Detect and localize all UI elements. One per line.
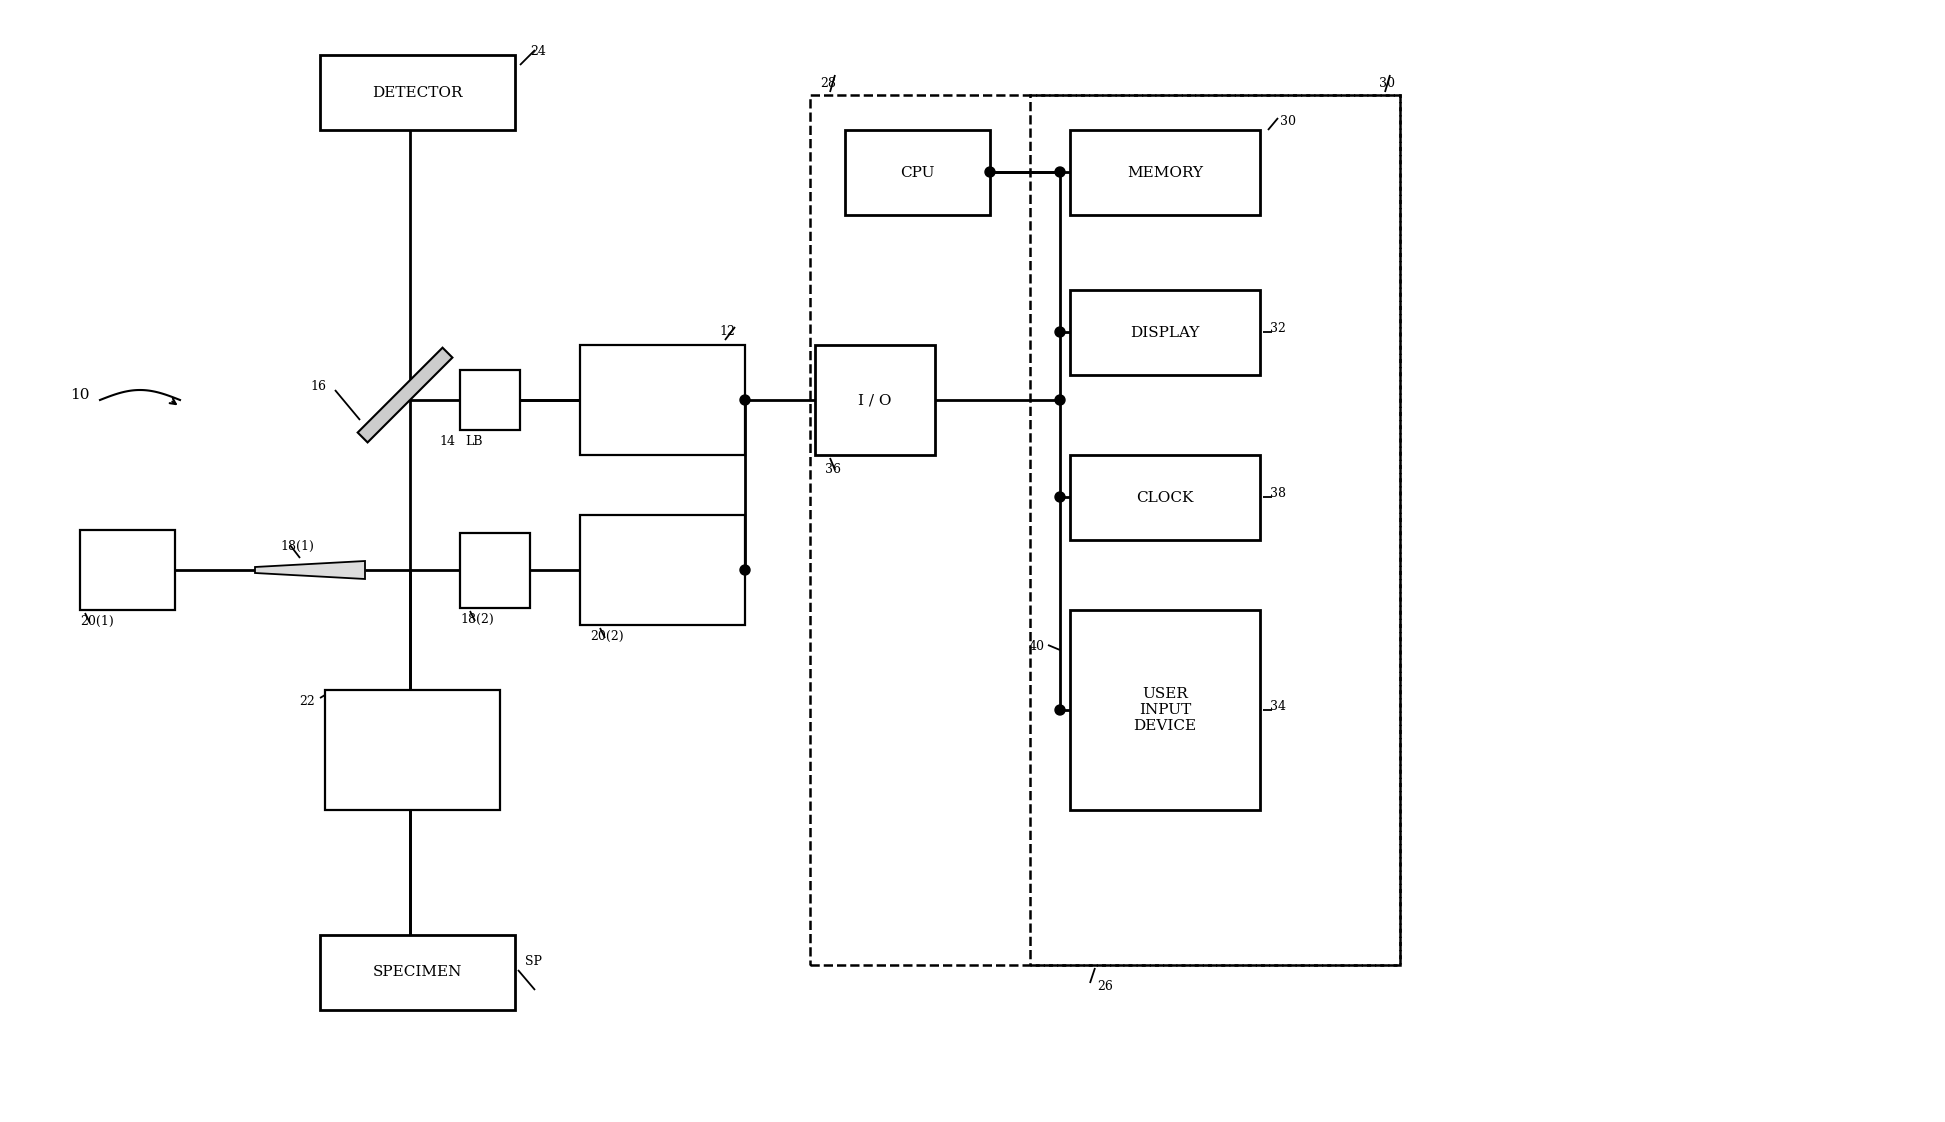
Text: 34: 34 [1270,700,1286,712]
Bar [325,690,500,810]
Text: 36: 36 [825,463,840,476]
Text: CLOCK: CLOCK [1136,490,1194,505]
Text: 26: 26 [1097,980,1113,993]
Bar [815,344,936,456]
Text: 20(2): 20(2) [589,629,624,643]
Text: USER
INPUT
DEVICE: USER INPUT DEVICE [1134,687,1196,733]
Bar [1070,456,1260,540]
Text: DISPLAY: DISPLAY [1130,325,1200,340]
Text: 32: 32 [1270,322,1286,335]
Text: 16: 16 [309,380,327,393]
Bar [461,370,519,430]
Text: 40: 40 [1029,640,1044,653]
Bar [1070,130,1260,215]
Circle shape [739,565,751,574]
Bar [809,95,1400,965]
Circle shape [1054,327,1066,337]
Text: 18(1): 18(1) [280,540,313,553]
Circle shape [1054,167,1066,177]
Circle shape [739,395,751,405]
Bar [1031,95,1400,965]
Text: 28: 28 [821,77,836,90]
Text: 38: 38 [1270,487,1286,500]
Polygon shape [358,348,453,442]
Bar [321,935,515,1010]
Bar [580,344,745,456]
Text: 20(1): 20(1) [80,615,113,628]
Bar [580,515,745,625]
Bar [1070,610,1260,810]
Bar [844,130,990,215]
Polygon shape [255,561,366,579]
Text: MEMORY: MEMORY [1126,166,1204,180]
Circle shape [984,167,996,177]
Text: 12: 12 [720,325,735,338]
Text: 30: 30 [1280,114,1295,128]
Circle shape [1054,493,1066,502]
Text: SP: SP [525,955,543,968]
Text: 22: 22 [300,695,315,708]
Bar [80,530,175,610]
Bar [1070,289,1260,375]
Text: SPECIMEN: SPECIMEN [373,966,463,980]
Circle shape [1054,705,1066,715]
Bar [461,533,529,608]
Bar [321,55,515,130]
Text: DETECTOR: DETECTOR [371,85,463,100]
Text: 10: 10 [70,388,89,402]
Text: 24: 24 [529,45,547,58]
Text: 30: 30 [1379,77,1395,90]
Text: CPU: CPU [901,166,936,180]
Circle shape [1054,395,1066,405]
Text: 18(2): 18(2) [461,613,494,626]
Text: LB: LB [465,435,482,448]
Text: 14: 14 [440,435,455,448]
Text: I / O: I / O [858,393,891,407]
